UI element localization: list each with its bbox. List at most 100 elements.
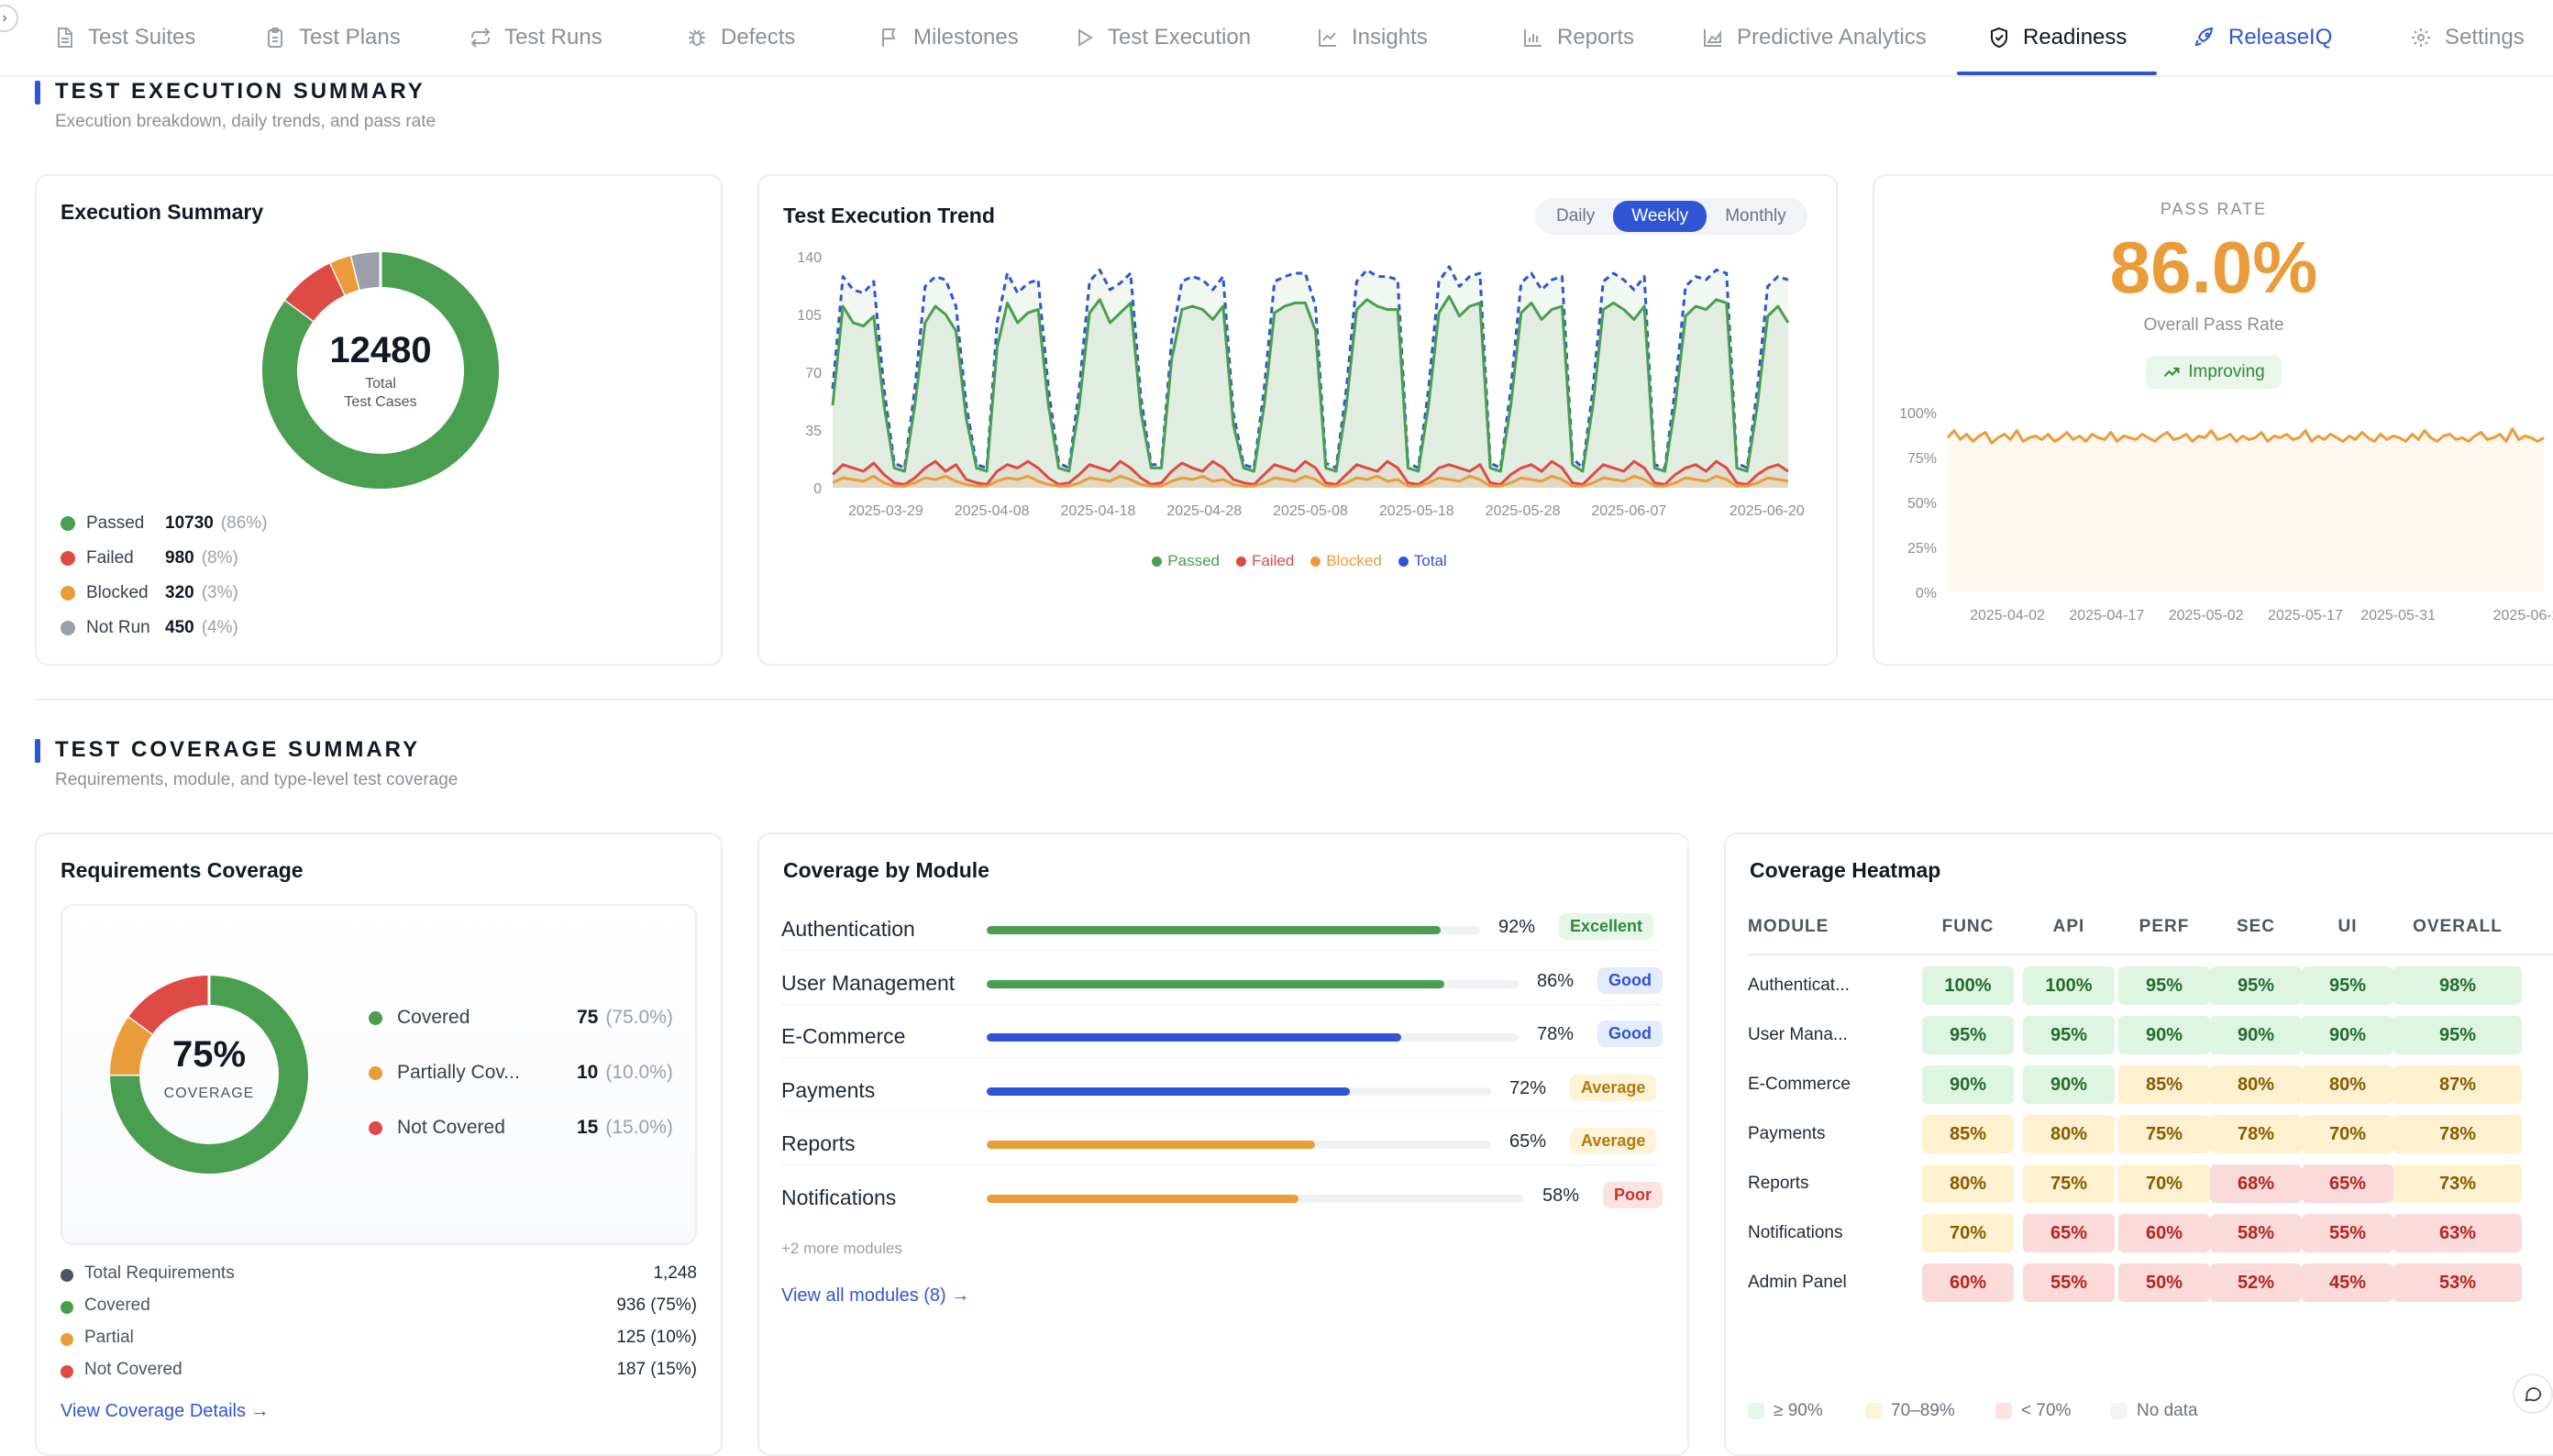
heatmap-cell[interactable]: 80% [2210, 1065, 2302, 1104]
heatmap-cell[interactable]: 100% [2023, 966, 2115, 1005]
execution-donut-chart [262, 252, 499, 489]
period-option-monthly[interactable]: Monthly [1725, 206, 1786, 226]
tab-settings[interactable]: Settings [2410, 0, 2525, 75]
more-modules-note: +2 more modules [781, 1240, 902, 1257]
heatmap-cell[interactable]: 73% [2393, 1164, 2522, 1203]
heatmap-cell[interactable]: 45% [2302, 1263, 2393, 1302]
heatmap-cell[interactable]: 75% [2118, 1115, 2210, 1153]
heatmap-cell[interactable]: 55% [2302, 1214, 2393, 1252]
module-status-badge: Good [1597, 1020, 1663, 1047]
module-name: Payments [781, 1077, 876, 1102]
chat-button[interactable] [2513, 1373, 2553, 1414]
tab-predictive-analytics[interactable]: Predictive Analytics [1702, 0, 1927, 75]
trend-badge-label: Improving [2188, 362, 2265, 381]
period-option-weekly[interactable]: Weekly [1613, 201, 1708, 232]
heatmap-cell[interactable]: 85% [2118, 1065, 2210, 1104]
legend-dot [369, 1065, 382, 1080]
tab-defects[interactable]: Defects [686, 0, 795, 75]
tab-test-suites[interactable]: Test Suites [53, 0, 195, 75]
row-separator [781, 1057, 1662, 1058]
heatmap-cell[interactable]: 70% [2118, 1164, 2210, 1203]
heatmap-cell[interactable]: 78% [2210, 1115, 2302, 1153]
module-row[interactable]: Reports 65% Average [781, 1126, 1662, 1163]
heatmap-cell[interactable]: 80% [2023, 1115, 2115, 1153]
sidebar-toggle-button[interactable]: › [0, 5, 18, 32]
heatmap-cell[interactable]: 58% [2210, 1214, 2302, 1252]
heatmap-cell[interactable]: 95% [2023, 1016, 2115, 1054]
execution-trend-card: Test Execution Trend Daily Weekly Monthly … [757, 174, 1838, 666]
donut-separator [127, 1015, 154, 1035]
chevron-right-icon: › [2, 10, 7, 26]
tab-test-plans[interactable]: Test Plans [264, 0, 401, 75]
heatmap-cell[interactable]: 65% [2023, 1214, 2115, 1252]
tab-reports[interactable]: Reports [1522, 0, 1634, 75]
heatmap-cell[interactable]: 50% [2118, 1263, 2210, 1302]
heatmap-cell[interactable]: 55% [2023, 1263, 2115, 1302]
heatmap-cell[interactable]: 52% [2210, 1263, 2302, 1302]
execution-section-subtitle: Execution breakdown, daily trends, and p… [55, 112, 437, 131]
y-tick-label: 105 [797, 308, 822, 324]
heatmap-cell[interactable]: 78% [2393, 1115, 2522, 1153]
heatmap-cell[interactable]: 100% [1922, 966, 2014, 1005]
heatmap-cell[interactable]: 95% [2118, 966, 2210, 1005]
module-row[interactable]: Payments 72% Average [781, 1073, 1662, 1109]
view-all-modules-link[interactable]: View all modules (8) → [781, 1285, 970, 1306]
clipboard-icon [268, 28, 282, 48]
period-selector: Daily Weekly Monthly [1535, 198, 1807, 235]
heatmap-cell[interactable]: 95% [2210, 966, 2302, 1005]
execution-legend-item: Passed 10730 (86%) [61, 513, 268, 534]
period-option-daily[interactable]: Daily [1556, 206, 1596, 226]
heatmap-cell[interactable]: 90% [2118, 1016, 2210, 1054]
heatmap-cell[interactable]: 70% [1922, 1214, 2014, 1252]
x-tick-label: 2025-05-28 [1486, 503, 1561, 519]
heatmap-cell[interactable]: 70% [2302, 1115, 2393, 1153]
tab-insights[interactable]: Insights [1317, 0, 1428, 75]
legend-label: Covered [397, 1007, 470, 1028]
tab-test-runs[interactable]: Test Runs [470, 0, 602, 75]
heatmap-cell[interactable]: 90% [2210, 1016, 2302, 1054]
heatmap-cell[interactable]: 98% [2393, 966, 2522, 1005]
legend-value: 10 [577, 1062, 599, 1083]
legend-dot [61, 551, 75, 566]
module-progress-fill [987, 1033, 1402, 1042]
requirements-title: Requirements Coverage [61, 858, 304, 882]
heatmap-cell[interactable]: 68% [2210, 1164, 2302, 1203]
module-status-badge: Excellent [1559, 913, 1654, 940]
heatmap-cell[interactable]: 95% [2393, 1016, 2522, 1054]
heatmap-cell[interactable]: 95% [1922, 1016, 2014, 1054]
heatmap-cell[interactable]: 75% [2023, 1164, 2115, 1203]
tab-readiness[interactable]: Readiness [1988, 0, 2127, 75]
module-row[interactable]: User Management 86% Good [781, 965, 1663, 1002]
heatmap-cell[interactable]: 95% [2302, 966, 2393, 1005]
gear-icon [2412, 28, 2430, 47]
heatmap-cell[interactable]: 53% [2393, 1263, 2522, 1302]
heatmap-cell[interactable]: 90% [2302, 1016, 2393, 1054]
requirements-stat-row: Total Requirements 1,248 [61, 1263, 697, 1291]
module-row[interactable]: Authentication 92% Excellent [781, 911, 1662, 948]
heatmap-cell[interactable]: 90% [1922, 1065, 2014, 1104]
legend-label: Failed [1251, 552, 1295, 569]
module-status-badge: Poor [1603, 1181, 1663, 1208]
heatmap-cell[interactable]: 87% [2393, 1065, 2522, 1104]
legend-pct: (86%) [220, 513, 268, 533]
heatmap-cell[interactable]: 80% [1922, 1164, 2014, 1203]
module-row[interactable]: E-Commerce 78% Good [781, 1019, 1663, 1055]
heatmap-cell[interactable]: 85% [1922, 1115, 2014, 1153]
tab-releaseiq[interactable]: ReleaseIQ [2194, 0, 2332, 75]
module-name: Notifications [781, 1185, 897, 1209]
heatmap-cell[interactable]: 60% [2118, 1214, 2210, 1252]
module-row[interactable]: Notifications 58% Poor [781, 1180, 1663, 1217]
x-tick-label: 2025-06-07 [1591, 503, 1666, 519]
module-progress-fill [987, 979, 1444, 988]
series-area-passed [833, 296, 1788, 488]
heatmap-cell[interactable]: 65% [2302, 1164, 2393, 1203]
heatmap-cell[interactable]: 60% [1922, 1263, 2014, 1302]
heatmap-legend-item: No data [2111, 1401, 2198, 1421]
view-coverage-details-link[interactable]: View Coverage Details → [61, 1401, 270, 1421]
tab-test-execution[interactable]: Test Execution [1073, 0, 1251, 75]
heatmap-column-header: API [2052, 917, 2085, 936]
heatmap-cell[interactable]: 63% [2393, 1214, 2522, 1252]
heatmap-cell[interactable]: 90% [2023, 1065, 2115, 1104]
tab-milestones[interactable]: Milestones [879, 0, 1019, 75]
heatmap-cell[interactable]: 80% [2302, 1065, 2393, 1104]
